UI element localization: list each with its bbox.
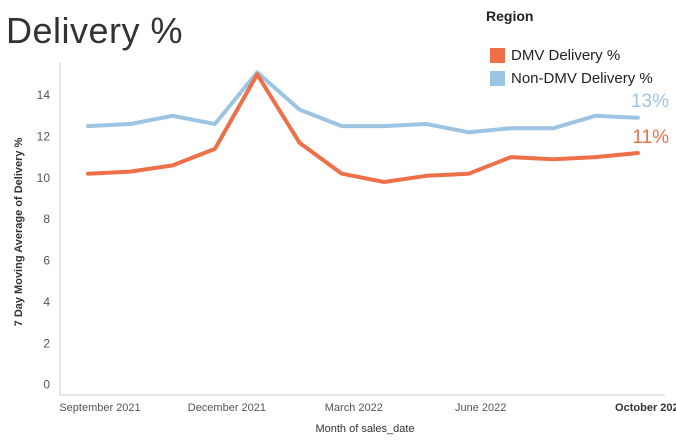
legend-item-dmv[interactable]: DMV Delivery % <box>490 44 653 67</box>
y-tick-label: 14 <box>37 88 51 102</box>
y-tick-label: 4 <box>43 295 50 309</box>
y-tick-label: 2 <box>43 336 50 350</box>
x-tick-label: September 2021 <box>59 402 140 414</box>
y-tick-label: 6 <box>43 254 50 268</box>
y-tick-label: 0 <box>43 378 50 392</box>
x-tick-label: October 2022 <box>615 402 676 414</box>
chart-title: Delivery % <box>6 10 184 51</box>
y-tick-label: 8 <box>43 212 50 226</box>
x-axis-label: Month of sales_date <box>315 423 415 435</box>
y-tick-label: 12 <box>37 129 51 143</box>
legend-item-non-dmv[interactable]: Non-DMV Delivery % <box>490 67 653 90</box>
x-tick-label: March 2022 <box>325 402 383 414</box>
legend-swatch-non-dmv <box>490 71 505 86</box>
legend: DMV Delivery % Non-DMV Delivery % <box>490 44 653 90</box>
x-tick-label: June 2022 <box>455 402 506 414</box>
end-label-non-dmv: 13% <box>631 91 669 112</box>
y-tick-label: 10 <box>37 171 51 185</box>
legend-label-non-dmv: Non-DMV Delivery % <box>511 70 653 87</box>
legend-label-dmv: DMV Delivery % <box>511 47 621 64</box>
x-tick-label: December 2021 <box>188 402 266 414</box>
end-label-dmv: 11% <box>632 127 669 148</box>
legend-swatch-dmv <box>490 48 505 63</box>
series-line-non-dmv <box>86 70 640 135</box>
series-line-dmv <box>86 72 640 184</box>
legend-title: Region <box>486 8 534 24</box>
